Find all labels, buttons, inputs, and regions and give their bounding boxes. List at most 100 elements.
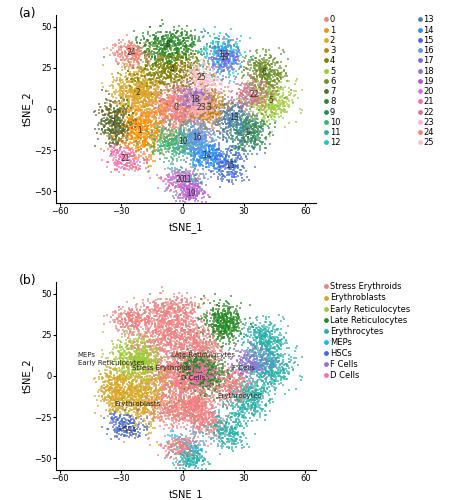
Point [146, 116, 153, 124]
Point [253, 371, 260, 379]
Point [162, 185, 169, 193]
Point [161, 116, 169, 124]
Point [258, 354, 265, 362]
Point [134, 76, 142, 84]
Point [147, 98, 155, 106]
Point [213, 116, 220, 124]
Point [250, 82, 257, 90]
Point [210, 360, 217, 368]
Point [222, 124, 230, 132]
Point [120, 166, 127, 173]
Point [245, 79, 253, 87]
Point [174, 353, 181, 361]
Point [189, 166, 197, 174]
Point [156, 398, 163, 406]
Point [194, 349, 201, 357]
Point [191, 299, 198, 307]
Point [267, 360, 274, 368]
Point [193, 146, 200, 154]
Point [198, 424, 205, 432]
Point [127, 48, 134, 56]
Point [223, 35, 230, 43]
Point [185, 67, 193, 75]
Point [159, 318, 166, 326]
Point [161, 186, 168, 194]
Point [133, 78, 141, 86]
Point [115, 114, 123, 122]
Point [120, 90, 127, 98]
Point [174, 312, 181, 320]
Point [266, 408, 273, 416]
Point [139, 404, 147, 412]
Point [195, 96, 203, 104]
Point [209, 363, 217, 371]
Point [232, 396, 239, 404]
Point [200, 132, 208, 140]
Point [173, 157, 181, 165]
Point [143, 36, 150, 44]
Point [187, 380, 194, 388]
Point [198, 102, 206, 110]
Point [132, 390, 140, 398]
Point [256, 371, 263, 379]
Point [147, 109, 155, 117]
Point [266, 344, 273, 352]
Point [181, 144, 188, 152]
Point [222, 397, 230, 405]
Point [125, 92, 132, 100]
Point [184, 460, 191, 468]
Point [150, 403, 157, 411]
Point [266, 346, 273, 354]
Point [204, 108, 211, 116]
Point [267, 77, 274, 85]
Point [251, 358, 259, 366]
Point [237, 383, 244, 391]
Point [190, 419, 198, 427]
Point [221, 430, 228, 438]
Point [208, 367, 215, 375]
Point [160, 299, 167, 307]
Point [172, 296, 179, 304]
Point [215, 310, 223, 318]
Point [216, 80, 224, 88]
Point [185, 368, 193, 376]
Point [112, 128, 119, 136]
Point [187, 380, 194, 388]
Point [123, 94, 131, 102]
Point [269, 357, 276, 365]
Point [127, 74, 135, 82]
Point [191, 360, 198, 368]
Point [123, 372, 131, 380]
Point [189, 155, 196, 163]
Point [140, 301, 147, 309]
Point [169, 140, 177, 147]
Point [213, 426, 220, 434]
Point [190, 394, 198, 402]
Point [194, 108, 201, 116]
Point [121, 48, 128, 56]
Point [213, 160, 220, 168]
Point [129, 102, 137, 110]
Point [262, 101, 269, 109]
Point [138, 356, 145, 364]
Point [272, 368, 279, 376]
Point [173, 356, 181, 364]
Point [200, 344, 208, 351]
Point [189, 410, 197, 418]
Point [195, 93, 203, 101]
Point [263, 76, 270, 84]
Point [199, 372, 206, 380]
Point [181, 374, 188, 382]
Point [199, 99, 206, 107]
Point [184, 443, 191, 451]
Point [209, 413, 217, 421]
Point [186, 102, 194, 110]
Point [143, 82, 150, 90]
Point [211, 322, 218, 330]
Point [145, 327, 152, 335]
Point [179, 411, 187, 419]
Point [211, 148, 218, 156]
Point [224, 104, 232, 112]
Point [131, 426, 138, 434]
Point [128, 352, 136, 360]
